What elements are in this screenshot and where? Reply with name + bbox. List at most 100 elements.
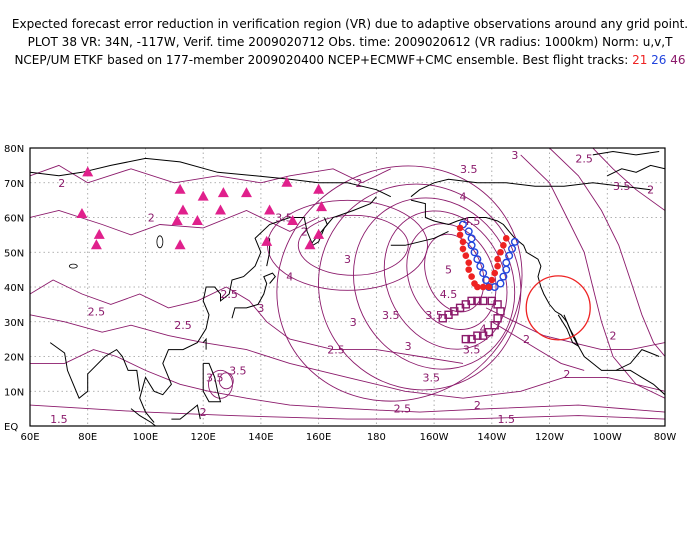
track-blue-point <box>505 251 514 260</box>
contour-label: 3.5 <box>206 371 224 384</box>
contour-line <box>491 321 585 371</box>
contour-label: 2 <box>474 399 481 412</box>
contour-label: 2 <box>610 330 617 343</box>
contour-label: 4 <box>286 271 293 284</box>
contour-label: 4 <box>480 323 487 336</box>
track-red-point <box>479 283 487 291</box>
japan-coast <box>231 272 276 319</box>
graticule <box>30 148 665 426</box>
contour-label: 4.5 <box>463 215 481 228</box>
axis-labels: EQ 10N 20N 30N 40N 50N 60N 70N 80N 60E 80E 100E 120E… <box>4 144 676 443</box>
observation-triangle <box>76 208 88 219</box>
track-blue-point <box>508 244 517 253</box>
track-red-point <box>494 262 501 270</box>
track-blue-point <box>467 234 476 243</box>
contour-line <box>297 214 409 276</box>
lon-tick-label: 80E <box>78 432 97 443</box>
track-label-purple: 46 <box>670 53 686 67</box>
track-blue-point <box>470 248 479 257</box>
lon-tick-label: 80W <box>654 432 677 443</box>
track-red-point <box>456 231 464 239</box>
track-purple-point <box>467 296 476 306</box>
observation-triangle <box>240 187 252 198</box>
contour-label: 2 <box>200 406 207 419</box>
track-blue-point <box>496 279 505 288</box>
observation-triangle <box>90 239 102 250</box>
baja-coast <box>557 314 580 348</box>
track-red-point <box>459 245 467 253</box>
ensemble-description: NCEP/UM ETKF based on 177-member 2009020… <box>14 53 629 67</box>
contour-line <box>30 210 319 236</box>
lat-tick-label: 40N <box>4 283 24 294</box>
observation-triangle <box>171 214 183 225</box>
contour-label: 2 <box>356 177 363 190</box>
contour-line <box>592 148 665 211</box>
lat-tick-label: 50N <box>4 248 24 259</box>
track-purple-point <box>473 296 482 306</box>
observation-triangle <box>215 204 226 215</box>
lat-tick-label: 10N <box>4 387 24 398</box>
contour-label: 2 <box>58 177 65 190</box>
contour-label: 2 <box>647 184 654 197</box>
contour-line <box>30 314 665 399</box>
contour-label: 3.5 <box>463 344 481 357</box>
contour-line <box>30 164 391 184</box>
contour-label: 2.5 <box>220 288 238 301</box>
track-blue-point <box>502 258 511 267</box>
lon-tick-label: 160W <box>420 432 449 443</box>
observation-triangle <box>264 204 276 215</box>
observation-triangle <box>174 239 186 250</box>
contour-line <box>520 154 665 399</box>
contour-label: 1.5 <box>50 413 68 426</box>
contour-label: 3 <box>344 253 351 266</box>
central-america-coast <box>615 369 665 396</box>
contour-lines <box>30 148 665 420</box>
verification-region <box>525 275 591 341</box>
contour-line <box>276 165 523 402</box>
contour-label: 3.5 <box>425 309 443 322</box>
sumatra-coast <box>130 408 157 426</box>
lon-tick-label: 180 <box>367 432 386 443</box>
lat-tick-label: 60N <box>4 214 24 225</box>
observation-triangle <box>281 176 293 187</box>
contour-labels: 2 2 2 2 2.5 2.5 2.5 2.5 2.5 2.5 3 3 3 3 3 3.5 3.5 3.5 3.5 3… <box>50 149 654 426</box>
track-red-point <box>465 266 473 273</box>
observation-triangle <box>313 228 325 239</box>
track-blue-point <box>479 269 488 278</box>
figure-subtitle-ensemble: NCEP/UM ETKF based on 177-member 2009020… <box>0 53 700 67</box>
contour-label: 5 <box>445 264 452 277</box>
track-label-blue: 26 <box>651 53 667 67</box>
figure-subtitle-plot-info: PLOT 38 VR: 34N, -117W, Verif. time 2009… <box>27 35 673 49</box>
lon-tick-label: 140W <box>477 432 506 443</box>
track-red-point <box>497 248 504 256</box>
contour-label: 3.5 <box>275 212 293 225</box>
verification-region-circle <box>525 275 591 341</box>
contour-line <box>30 404 665 420</box>
contour-line <box>30 279 464 364</box>
arctic-islands <box>607 164 665 177</box>
observation-triangles <box>76 166 328 250</box>
contour-label: 2.5 <box>174 319 192 332</box>
track-red-point <box>459 238 467 246</box>
observation-triangle <box>261 235 273 246</box>
observation-triangle <box>82 166 94 177</box>
track-blue-point <box>476 262 485 271</box>
lon-tick-label: 100E <box>133 432 158 443</box>
track-red-point <box>502 235 510 242</box>
track-blue-point <box>473 255 482 264</box>
philippines-coast <box>202 362 222 403</box>
lat-tick-label: 80N <box>4 144 24 155</box>
track-red-point <box>468 273 475 280</box>
figure-title: Expected forecast error reduction in ver… <box>11 17 689 31</box>
arctic-islands-north <box>592 150 660 156</box>
contour-label: 3.5 <box>422 371 440 384</box>
contour-label: 2 <box>301 225 308 238</box>
kamchatka-coast <box>306 217 328 250</box>
taiwan-coast <box>202 337 207 350</box>
lat-tick-label: 70N <box>4 179 24 190</box>
contour-label: 3.5 <box>613 180 631 193</box>
borneo-coast <box>171 404 201 420</box>
lat-tick-label: 20N <box>4 353 24 364</box>
contour-label: 2.5 <box>394 403 412 416</box>
contour-label: 3 <box>511 149 518 162</box>
